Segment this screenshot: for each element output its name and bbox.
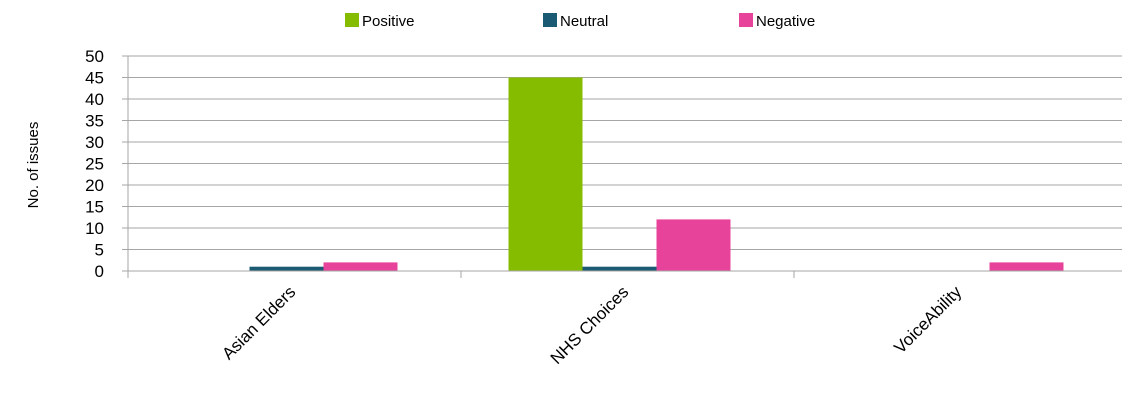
- y-tick-label: 25: [85, 155, 104, 174]
- legend-swatch-negative: [739, 13, 753, 27]
- y-tick-label: 45: [85, 69, 104, 88]
- x-tick-label: NHS Choices: [547, 282, 633, 368]
- y-tick-label: 15: [85, 198, 104, 217]
- y-tick-label: 20: [85, 176, 104, 195]
- legend-label-negative: Negative: [756, 13, 815, 30]
- bar-negative: [989, 262, 1064, 271]
- bar-negative: [323, 262, 398, 271]
- legend-label-positive: Positive: [362, 13, 415, 30]
- x-tick-label: Asian Elders: [218, 282, 299, 363]
- bar-negative: [656, 219, 731, 271]
- bar-positive: [508, 77, 583, 271]
- legend-swatch-neutral: [543, 13, 557, 27]
- axes: [127, 56, 1122, 278]
- legend: Positive Neutral Negative: [345, 13, 815, 30]
- y-tick-label: 5: [95, 241, 104, 260]
- y-tick-label: 0: [95, 262, 104, 281]
- y-axis-ticks: 0 5 10 15 20 25 30 35 40 45 50: [85, 47, 128, 281]
- y-tick-label: 10: [85, 219, 104, 238]
- y-tick-label: 35: [85, 112, 104, 131]
- legend-swatch-positive: [345, 13, 359, 27]
- x-tick-label: VoiceAbility: [890, 282, 965, 357]
- y-tick-label: 50: [85, 47, 104, 66]
- bars: [249, 77, 1064, 271]
- bar-neutral: [582, 266, 657, 271]
- y-tick-label: 30: [85, 133, 104, 152]
- y-tick-label: 40: [85, 90, 104, 109]
- x-axis-labels: Asian Elders NHS Choices VoiceAbility: [218, 282, 965, 368]
- legend-label-neutral: Neutral: [560, 13, 608, 30]
- y-axis-title: No. of issues: [25, 122, 42, 209]
- gridlines: [128, 55, 1122, 272]
- bar-neutral: [249, 266, 324, 271]
